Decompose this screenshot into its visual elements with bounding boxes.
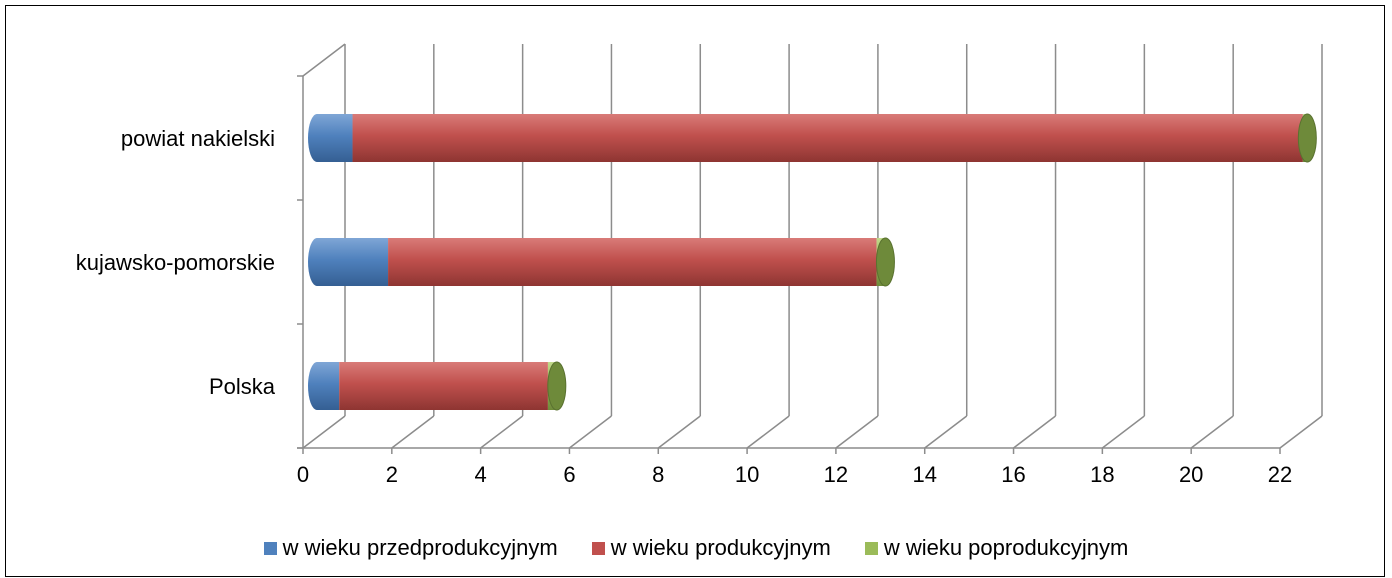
category-label: Polska [209,374,276,399]
legend-swatch [864,541,878,555]
legend-swatch [591,541,605,555]
gridlines [302,44,1323,449]
legend-item: w wieku przedprodukcyjnym [263,535,558,561]
x-tick-label: 16 [1001,462,1025,487]
axes [297,43,1281,454]
x-tick-label: 18 [1090,462,1114,487]
gridline-floor [1279,415,1323,449]
x-tick-label: 6 [563,462,575,487]
gridline-floor [1190,415,1234,449]
bar-chart: 0 2 4 6 8 10 12 14 16 18 20 22 powiat nakielski kujaw… [76,43,1323,487]
chart-frame [5,5,1385,577]
x-tick-label: 8 [652,462,664,487]
bar-segment [388,238,877,286]
x-tick-label: 10 [735,462,759,487]
legend-label: w wieku przedprodukcyjnym [282,535,558,560]
x-tick-label: 4 [475,462,487,487]
x-tick-label: 14 [912,462,936,487]
legend-label: w wieku poprodukcyjnym [883,535,1129,560]
x-tick-label: 0 [297,462,309,487]
bar-end-cap [547,361,567,411]
gridline-floor [568,415,612,449]
category-label: kujawsko-pomorskie [76,250,275,275]
legend-item: w wieku produkcyjnym [591,535,831,561]
gridline-floor [1013,415,1056,449]
x-tick-label: 20 [1179,462,1203,487]
gridline-floor [391,415,435,449]
y-axis-depth-line [302,43,346,77]
legend: w wieku przedprodukcyjnym w wieku produkc… [0,535,1392,561]
bars [308,113,1317,411]
x-tick-label: 12 [824,462,848,487]
bar-segment [339,362,548,410]
legend-label: w wieku produkcyjnym [610,535,831,560]
x-tick-label: 22 [1268,462,1292,487]
gridline-floor [480,415,524,449]
legend-swatch [263,541,277,555]
x-tick-label: 2 [386,462,398,487]
bar-start-cap [308,114,326,162]
gridline-floor [302,415,346,449]
legend-item: w wieku poprodukcyjnym [864,535,1129,561]
bar-segment [317,238,389,286]
bar-segment [352,114,1303,162]
gridline-floor [835,415,879,449]
gridline-floor [1101,415,1145,449]
gridline-floor [657,415,701,449]
bar-end-cap [875,237,895,287]
category-label: powiat nakielski [121,126,275,151]
bar-start-cap [308,238,326,286]
gridline-floor [924,415,968,449]
bar-end-cap [1297,113,1317,163]
bar-start-cap [308,362,326,410]
axis-labels: 0 2 4 6 8 10 12 14 16 18 20 22 powiat nakielski kujaw… [76,126,1293,487]
gridline-floor [746,415,790,449]
